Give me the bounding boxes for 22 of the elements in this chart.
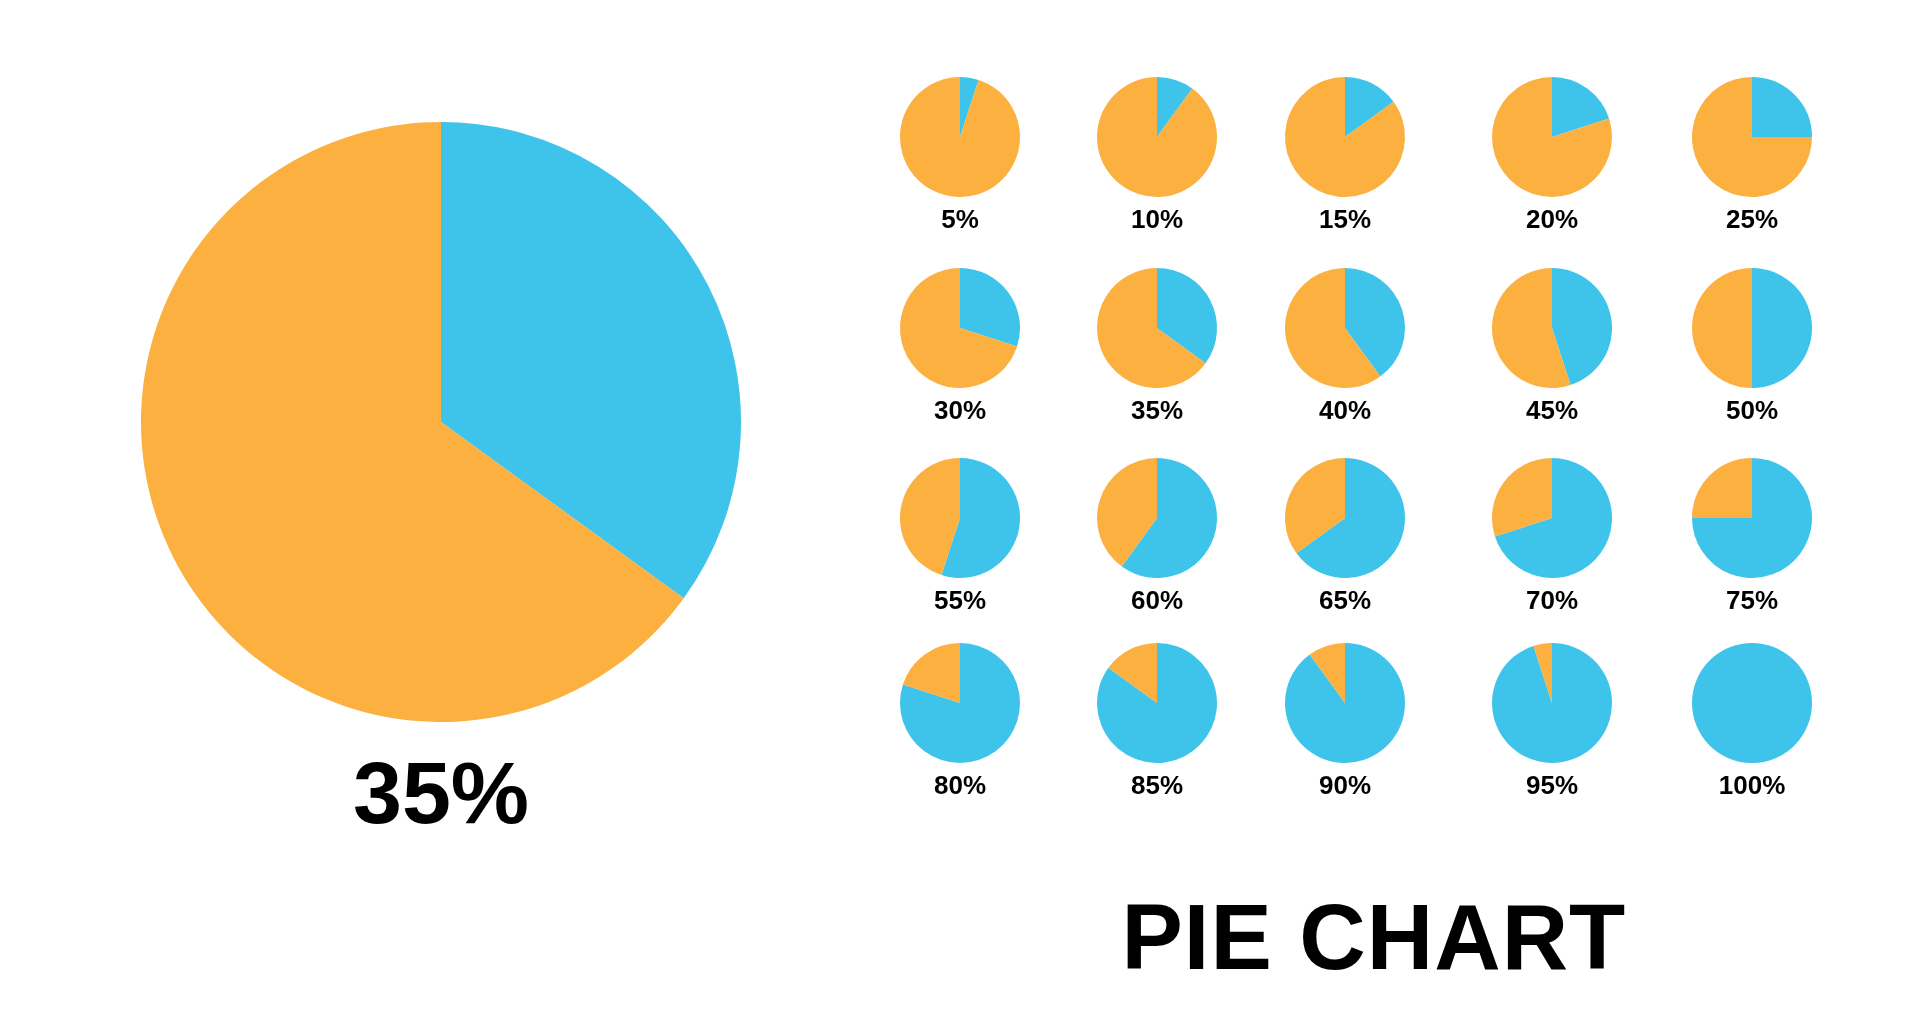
- text: 30%: [933, 394, 987, 425]
- text: 65%: [1318, 584, 1372, 615]
- text: 15%: [1318, 203, 1372, 234]
- text: 80%: [933, 769, 987, 800]
- text: 70%: [1525, 584, 1579, 615]
- text: 10%: [1130, 203, 1184, 234]
- text: 45%: [1525, 394, 1579, 425]
- text: 75%: [1725, 584, 1779, 615]
- text: 25%: [1725, 203, 1779, 234]
- text: 95%: [1525, 769, 1579, 800]
- text: 100%: [1718, 769, 1786, 800]
- text: 50%: [1725, 394, 1779, 425]
- text: 20%: [1525, 203, 1579, 234]
- text: 40%: [1318, 394, 1372, 425]
- text: 5%: [941, 203, 979, 234]
- text: 55%: [933, 584, 987, 615]
- text: 85%: [1130, 769, 1184, 800]
- text: 35%: [1130, 394, 1184, 425]
- text: 35%: [352, 743, 530, 843]
- text: 60%: [1130, 584, 1184, 615]
- text: PIE CHART: [1121, 884, 1627, 990]
- text: 90%: [1318, 769, 1372, 800]
